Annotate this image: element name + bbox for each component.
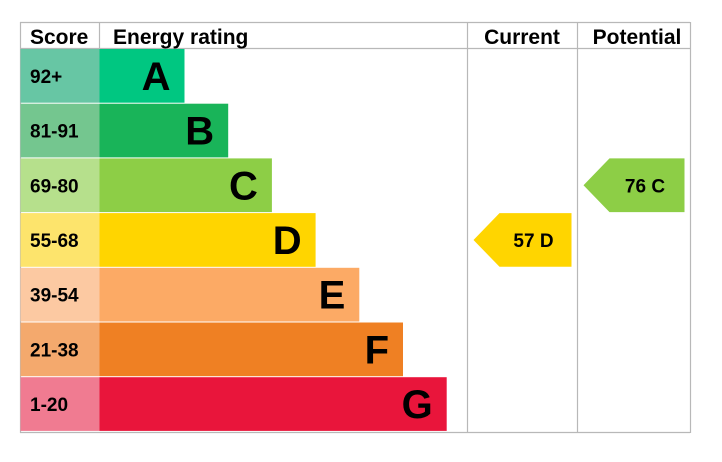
score-cell-d [20, 213, 100, 267]
score-label-c: 69-80 [30, 176, 79, 197]
score-label-b: 81-91 [30, 122, 79, 143]
rating-letter-g: G [402, 383, 433, 427]
rating-bar-d [99, 213, 316, 267]
header-potential: Potential [593, 26, 682, 49]
rating-letter-b: B [185, 110, 214, 154]
rating-bands: 92+ A 81-91 B 69-80 C 55-68 D 39-54 E 21-38 F 1-20 G [20, 49, 447, 431]
score-label-d: 55-68 [30, 231, 79, 252]
rating-bar-f [99, 322, 403, 377]
rating-bar-g [99, 377, 447, 431]
rating-bar-b [99, 103, 229, 158]
score-cell-f [20, 322, 100, 377]
score-cell-b [20, 103, 100, 158]
score-label-g: 1-20 [30, 395, 68, 416]
rating-letter-a: A [142, 55, 171, 99]
rating-markers: 57 D 76 C [473, 158, 685, 267]
rating-bar-c [99, 158, 272, 213]
header-rating: Energy rating [113, 26, 248, 49]
current-rating-label: 57 D [513, 231, 553, 252]
rating-letter-e: E [319, 274, 346, 318]
score-cell-g [20, 377, 100, 431]
potential-rating-arrow [583, 158, 685, 213]
score-cell-e [20, 267, 100, 322]
rating-letter-d: D [273, 219, 302, 263]
current-rating-arrow [473, 213, 572, 267]
score-cell-a [20, 49, 100, 103]
score-label-e: 39-54 [30, 286, 79, 307]
rating-bar-e [99, 267, 360, 322]
score-label-f: 21-38 [30, 340, 79, 361]
header-score: Score [30, 26, 88, 49]
rating-bar-a [99, 49, 185, 103]
header-current: Current [484, 26, 560, 49]
score-label-a: 92+ [30, 67, 62, 88]
rating-letter-c: C [229, 164, 258, 208]
score-cell-c [20, 158, 100, 213]
rating-letter-f: F [365, 328, 389, 372]
potential-rating-label: 76 C [625, 176, 665, 197]
